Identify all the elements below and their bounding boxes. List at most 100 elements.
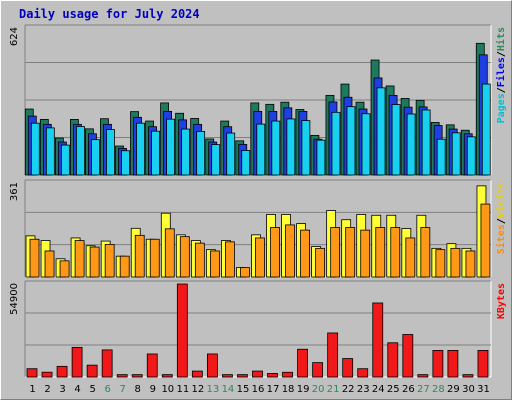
kbytes-bar bbox=[402, 334, 414, 378]
kbytes-bar bbox=[206, 353, 218, 378]
pages-bar bbox=[181, 128, 191, 176]
pages-bar bbox=[211, 144, 221, 176]
pages-bar bbox=[30, 122, 40, 176]
sites-bar bbox=[420, 227, 431, 278]
day-label: 31 bbox=[477, 384, 490, 395]
kbytes-bar bbox=[101, 349, 113, 378]
day-label: 27 bbox=[417, 384, 430, 395]
sites-bar bbox=[315, 247, 326, 278]
day-label: 22 bbox=[342, 384, 355, 395]
sites-bar bbox=[149, 238, 160, 278]
sites-bar bbox=[164, 228, 175, 278]
day-label: 4 bbox=[74, 384, 80, 395]
chart-title: Daily usage for July 2024 bbox=[19, 7, 200, 21]
visits-legend: Sites/Visits bbox=[495, 182, 507, 254]
kbytes-bar bbox=[447, 350, 459, 378]
pages-bar bbox=[151, 130, 160, 176]
visits-legend-entry: / bbox=[496, 218, 507, 224]
pages-bar bbox=[121, 150, 130, 176]
pages-bar bbox=[451, 132, 461, 176]
sites-bar bbox=[119, 255, 130, 278]
sites-bar bbox=[285, 224, 295, 278]
kbytes-bar bbox=[477, 350, 489, 378]
sites-bar bbox=[465, 250, 476, 278]
kbytes-bar bbox=[252, 370, 263, 378]
kbytes-bar bbox=[56, 365, 68, 378]
hits-legend-entry: Hits bbox=[495, 27, 507, 51]
sites-bar bbox=[29, 238, 40, 278]
day-label: 2 bbox=[44, 384, 50, 395]
day-label: 29 bbox=[447, 384, 460, 395]
sites-bar bbox=[59, 260, 70, 278]
day-label: 12 bbox=[192, 384, 205, 395]
sites-bar bbox=[375, 227, 386, 278]
kbytes-bar bbox=[176, 283, 188, 378]
kbytes-bar bbox=[116, 374, 128, 378]
day-label: 18 bbox=[282, 384, 295, 395]
kbytes-bar bbox=[71, 346, 83, 378]
pages-bar bbox=[136, 122, 145, 176]
pages-bar bbox=[286, 118, 296, 176]
day-label: 24 bbox=[372, 384, 385, 395]
sites-bar bbox=[209, 250, 220, 278]
pages-bar bbox=[60, 144, 70, 176]
hits-legend-entry: Pages bbox=[496, 93, 507, 123]
kbytes-bar bbox=[146, 353, 158, 378]
day-label: 5 bbox=[89, 384, 95, 395]
kbytes-bar bbox=[222, 374, 233, 378]
day-label: 8 bbox=[135, 384, 141, 395]
visits-legend-entry: Sites bbox=[495, 224, 507, 254]
pages-bar bbox=[91, 139, 100, 176]
visits-legend-entry: Visits bbox=[495, 182, 507, 218]
pages-bar bbox=[406, 113, 416, 176]
pages-bar bbox=[166, 118, 175, 176]
kbytes-bar bbox=[372, 302, 384, 378]
pages-bar bbox=[106, 129, 115, 176]
sites-bar bbox=[390, 227, 401, 278]
kbytes-legend-entry: KBytes bbox=[496, 283, 507, 319]
day-label: 28 bbox=[432, 384, 445, 395]
kbytes-bar bbox=[131, 374, 143, 378]
kbytes-bar bbox=[462, 374, 474, 378]
sites-bar bbox=[450, 247, 461, 278]
sites-bar bbox=[44, 250, 55, 278]
pages-bar bbox=[271, 120, 281, 176]
day-label: 9 bbox=[150, 384, 156, 395]
kbytes-bar bbox=[297, 348, 308, 378]
day-label: 15 bbox=[237, 384, 250, 395]
kbytes-bar bbox=[417, 374, 429, 378]
kbytes-bar bbox=[267, 373, 278, 378]
day-label: 19 bbox=[297, 384, 310, 395]
day-label: 1 bbox=[29, 384, 35, 395]
pages-bar bbox=[361, 113, 371, 176]
sites-bar bbox=[225, 241, 235, 278]
hits-legend-entry: / bbox=[496, 51, 507, 57]
kbytes-bar bbox=[41, 371, 53, 378]
kbytes-bar bbox=[26, 368, 38, 378]
hits-legend-entry: / bbox=[496, 87, 507, 93]
hits-legend: Pages/Files/Hits bbox=[495, 27, 507, 123]
day-label: 23 bbox=[357, 384, 370, 395]
pages-bar bbox=[226, 132, 236, 176]
day-label: 20 bbox=[312, 384, 325, 395]
day-label: 3 bbox=[59, 384, 65, 395]
kbytes-panel bbox=[25, 281, 491, 377]
kbytes-bar bbox=[387, 342, 399, 378]
kbytes-bar bbox=[191, 370, 203, 378]
day-label: 6 bbox=[104, 384, 110, 395]
sites-bar bbox=[89, 246, 100, 278]
kbytes-bar bbox=[86, 364, 98, 378]
day-label: 30 bbox=[462, 384, 475, 395]
pages-bar bbox=[481, 83, 491, 176]
sites-bar bbox=[104, 244, 115, 278]
day-label: 25 bbox=[387, 384, 400, 395]
kbytes-bar bbox=[342, 358, 354, 378]
kbytes-bar bbox=[312, 362, 324, 378]
sites-bar bbox=[134, 234, 145, 278]
pages-bar bbox=[75, 126, 85, 176]
sites-bar bbox=[435, 249, 446, 278]
sites-bar bbox=[74, 240, 85, 278]
pages-bar bbox=[391, 104, 401, 176]
pages-bar bbox=[256, 123, 266, 176]
